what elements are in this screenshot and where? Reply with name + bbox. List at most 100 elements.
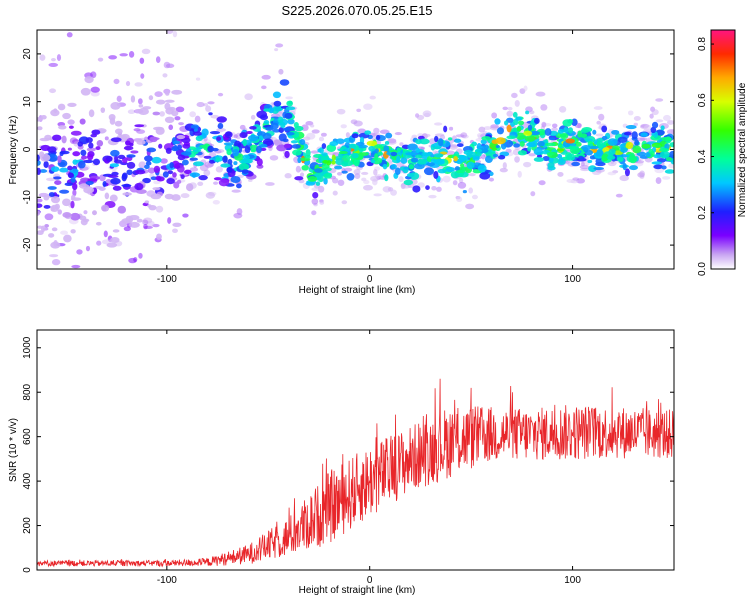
spectrogram-cell	[79, 118, 86, 125]
spectrogram-cell	[323, 177, 328, 185]
spectrogram-cell	[44, 134, 52, 140]
spectrogram-cell	[472, 156, 480, 161]
spectrogram-cell	[355, 141, 365, 146]
spectrogram-cell	[57, 209, 62, 215]
spectrogram-cell	[294, 125, 304, 132]
spectrogram-cell	[215, 156, 221, 162]
spectrogram-cell	[70, 130, 82, 136]
spectrogram-cell	[140, 73, 145, 79]
spectrogram-cell	[72, 151, 81, 157]
spectrogram-cell	[102, 181, 107, 187]
spectrogram-cell	[310, 150, 319, 154]
spectrogram-cell	[655, 177, 662, 184]
spectrogram-cell	[165, 147, 172, 154]
spectrogram-cell	[373, 127, 380, 134]
spectrogram-cell	[374, 144, 383, 149]
spectrogram-cell	[434, 135, 439, 143]
spectrogram-cell	[106, 242, 118, 248]
spectrogram-cell	[480, 139, 487, 145]
spectrogram-cell	[150, 280, 156, 287]
spectrogram-cell	[544, 128, 552, 136]
spectrogram-cell	[157, 360, 166, 366]
spectrogram-cell	[396, 155, 401, 163]
spectrogram-cell	[171, 89, 183, 95]
spectrogram-cell	[341, 170, 348, 174]
spectrogram-cell	[144, 164, 150, 170]
spectrogram-cell	[471, 194, 478, 200]
spectrogram-cell	[125, 81, 131, 87]
spectrogram-cell	[138, 107, 149, 116]
spectrogram-cell	[592, 129, 597, 135]
snr-x-tick-label: -100	[157, 575, 177, 586]
spectrogram-cell	[146, 147, 157, 153]
spectrogram-cell	[92, 158, 101, 166]
snr-y-tick-label: 400	[22, 472, 33, 489]
spectrogram-cell	[448, 126, 454, 131]
spectrogram-cell	[353, 168, 361, 175]
spectrogram-cell	[329, 141, 339, 147]
spectrogram-cell	[136, 298, 144, 303]
spectrogram-cell	[640, 132, 648, 137]
spectrogram-cell	[434, 158, 445, 165]
spectrogram-cell	[273, 139, 283, 145]
spectrogram-cell	[548, 137, 556, 141]
spectrogram-cell	[176, 179, 182, 184]
spectrogram-cell	[669, 142, 674, 148]
spectrogram-cell	[345, 148, 352, 152]
spectrogram-cell	[412, 185, 421, 193]
spectrogram-cell	[47, 154, 58, 162]
spectrogram-cell	[567, 119, 574, 124]
spectrogram-cell	[515, 132, 526, 140]
spectrogram-cell	[551, 127, 558, 132]
colorbar-gradient	[711, 30, 735, 269]
spectrogram-cell	[481, 154, 486, 160]
spectrogram-cell	[128, 257, 137, 264]
spectrogram-cell	[384, 141, 390, 145]
spectrogram-cell	[615, 193, 623, 198]
spectrogram-cell	[116, 95, 122, 102]
spectrogram-cell	[239, 131, 248, 139]
spectrogram-cell	[76, 249, 83, 255]
spectrogram-cell	[523, 85, 528, 92]
spectrogram-cell	[37, 203, 43, 208]
spectrogram-cell	[121, 173, 127, 182]
spectrogram-cell	[72, 189, 77, 197]
spectrogram-cell	[506, 124, 512, 133]
spectrogram-cell	[269, 155, 279, 161]
spectrogram-cell	[617, 156, 624, 162]
spectrogram-cell	[40, 144, 51, 152]
spectrogram-cell	[519, 141, 525, 147]
spectrogram-cell	[311, 187, 320, 192]
spectrogram-cell	[213, 177, 222, 181]
spectrogram-cell	[48, 62, 59, 67]
spectrogram-cell	[50, 241, 61, 249]
spectrogram-cell	[167, 217, 172, 224]
spectrogram-cell	[322, 160, 329, 164]
spectrogram-cell	[43, 194, 50, 201]
spectrogram-cell	[425, 185, 430, 190]
spectrogram-cell	[653, 164, 663, 170]
spectrogram-cell	[452, 180, 458, 186]
spectrogram-cell	[134, 82, 143, 87]
spectrogram-cell	[649, 113, 654, 119]
spectrogram-cell	[538, 180, 546, 186]
spectrogram-cell	[416, 114, 425, 121]
spectrogram-cell	[110, 236, 120, 243]
spectrogram-cell	[625, 141, 634, 150]
snr-y-tick-label: 200	[22, 517, 33, 534]
spectrogram-cell	[321, 152, 328, 157]
spectrogram-cell	[189, 111, 197, 118]
spectrogram-cell	[48, 233, 55, 238]
spectrogram-cell	[215, 166, 223, 173]
spectrogram-cell	[436, 186, 442, 192]
spectrogram-cell	[541, 121, 547, 128]
spectrogram-cell	[351, 133, 359, 139]
spectrogram-cell	[453, 138, 462, 143]
spectrogram-cell	[111, 314, 117, 318]
spectrogram-cell	[69, 168, 79, 174]
spectrogram-cell	[593, 106, 603, 110]
spectrogram-cell	[91, 129, 101, 135]
spectrogram-cell	[331, 160, 336, 165]
spectrogram-cell	[272, 105, 284, 112]
spectrogram-cell	[77, 141, 84, 147]
